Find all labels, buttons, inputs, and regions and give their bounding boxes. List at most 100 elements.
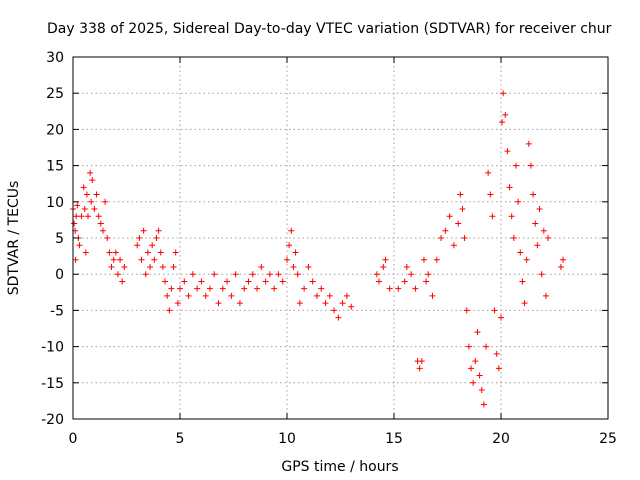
data-point xyxy=(249,271,256,278)
data-point xyxy=(91,206,98,213)
data-point xyxy=(241,285,248,292)
data-point xyxy=(236,300,243,307)
data-point xyxy=(294,271,301,278)
data-point xyxy=(144,249,151,256)
y-tick-label: 20 xyxy=(46,122,64,138)
data-point xyxy=(515,198,522,205)
data-point xyxy=(162,278,169,285)
data-point xyxy=(202,292,209,299)
data-point xyxy=(373,271,380,278)
data-point xyxy=(418,358,425,365)
data-point xyxy=(232,271,239,278)
data-point xyxy=(540,227,547,234)
data-point xyxy=(84,213,91,220)
data-point xyxy=(177,285,183,292)
data-point xyxy=(560,256,567,263)
data-point xyxy=(461,235,468,241)
data-point xyxy=(510,235,517,241)
y-tick-label: 25 xyxy=(46,86,64,102)
data-point xyxy=(536,206,543,213)
x-tick-label: 10 xyxy=(278,431,296,447)
data-point xyxy=(254,285,261,292)
data-point xyxy=(512,162,519,169)
data-point xyxy=(149,242,156,249)
grid xyxy=(73,57,608,419)
data-point xyxy=(500,90,507,97)
data-point xyxy=(491,307,498,314)
y-axis-label: SDTVAR / TECUs xyxy=(6,181,22,296)
data-point xyxy=(88,198,95,205)
data-point xyxy=(219,285,226,292)
data-point xyxy=(266,271,273,278)
data-point xyxy=(211,271,218,278)
data-point xyxy=(527,162,534,169)
data-point xyxy=(181,278,188,285)
data-point xyxy=(76,242,83,249)
data-point xyxy=(395,285,402,292)
data-point xyxy=(102,198,109,205)
data-point xyxy=(174,300,181,307)
data-point xyxy=(459,206,466,213)
data-point xyxy=(121,263,128,270)
data-point xyxy=(290,263,297,270)
data-point xyxy=(523,256,530,263)
data-point xyxy=(487,191,494,198)
data-point xyxy=(279,278,286,285)
data-point xyxy=(99,227,106,234)
data-point xyxy=(271,285,278,292)
data-point xyxy=(245,278,252,285)
data-point xyxy=(87,169,94,176)
data-point xyxy=(168,285,175,292)
data-point xyxy=(153,235,160,241)
data-point xyxy=(521,300,528,307)
data-point xyxy=(194,285,201,292)
data-point xyxy=(429,292,436,299)
data-point xyxy=(470,379,477,386)
data-point xyxy=(504,148,511,155)
data-point xyxy=(97,220,104,227)
data-point xyxy=(499,119,506,126)
x-axis-label: GPS time / hours xyxy=(281,459,398,475)
data-point xyxy=(412,285,419,292)
data-point xyxy=(104,235,111,241)
data-point xyxy=(155,227,162,234)
data-points xyxy=(70,90,567,408)
data-point xyxy=(189,271,196,278)
data-point xyxy=(339,300,346,307)
data-point xyxy=(72,256,79,263)
data-point xyxy=(74,202,81,209)
data-point xyxy=(322,300,329,307)
data-point xyxy=(480,401,487,408)
data-point xyxy=(142,271,149,278)
data-point xyxy=(450,242,457,249)
data-point xyxy=(157,249,164,256)
data-point xyxy=(425,271,432,278)
data-point xyxy=(532,220,539,227)
data-point xyxy=(455,220,462,227)
data-point xyxy=(275,271,282,278)
y-tick-label: 30 xyxy=(46,50,64,66)
data-point xyxy=(493,350,500,357)
data-point xyxy=(318,285,325,292)
data-point xyxy=(382,256,389,263)
data-point xyxy=(423,278,430,285)
data-point xyxy=(502,111,509,118)
y-tick-label: -5 xyxy=(50,303,64,319)
data-point xyxy=(83,191,90,198)
y-tick-labels: -20 -15 -10 -5 0 5 10 15 20 25 30 xyxy=(41,50,64,428)
data-point xyxy=(286,242,293,249)
y-tick-label: 15 xyxy=(46,159,64,175)
data-point xyxy=(305,263,312,270)
data-point xyxy=(489,213,496,220)
data-point xyxy=(82,249,89,256)
data-point xyxy=(326,292,333,299)
data-point xyxy=(81,206,88,213)
data-point xyxy=(420,256,427,263)
data-point xyxy=(166,307,173,314)
data-point xyxy=(508,213,515,220)
data-point xyxy=(506,184,513,191)
data-point xyxy=(224,278,231,285)
x-tick-label: 25 xyxy=(599,431,617,447)
data-point xyxy=(119,278,126,285)
data-point xyxy=(114,271,121,278)
